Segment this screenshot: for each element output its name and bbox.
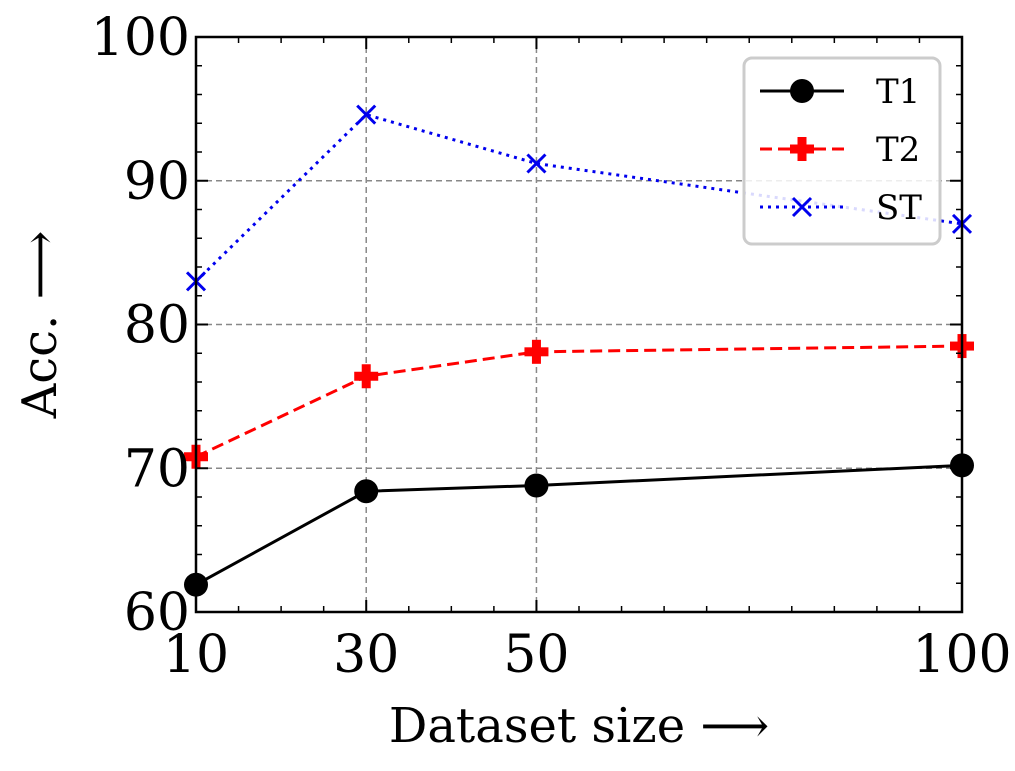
legend-marker-t1: [790, 79, 814, 103]
series-line-t1: [195, 463, 963, 587]
axis-ticks: [195, 36, 963, 613]
data-point-t1-30: [354, 479, 379, 504]
data-point-st-30: [356, 104, 377, 125]
legend-label-t2: T2: [876, 130, 920, 170]
data-point-t2-50: [524, 339, 549, 364]
legend-label-st: ST: [876, 188, 922, 228]
legend-marker-t2: [790, 137, 814, 161]
data-point-st-50: [526, 153, 547, 174]
legend-marker-st: [791, 196, 813, 218]
legend-entry-t1: T1: [760, 72, 920, 112]
x-axis-label: Dataset size ⟶: [389, 698, 769, 754]
series-t1: [184, 453, 974, 597]
series-line-t2: [195, 344, 963, 459]
legend-entry-st: ST: [760, 188, 922, 228]
x-tick-label-10: 10: [163, 625, 229, 685]
tick-labels: 10 30 50 100 60 70 80 90 100: [91, 8, 1012, 685]
data-point-st-30-b: [356, 104, 377, 125]
data-point-st-50-b: [526, 153, 547, 174]
x-tick-label-100: 100: [912, 625, 1011, 685]
y-tick-label-80: 80: [124, 296, 190, 356]
y-tick-label-70: 70: [124, 439, 190, 499]
data-point-t1-50: [524, 473, 549, 498]
data-point-t2-30: [354, 364, 379, 389]
legend-marker-t2-v: [797, 137, 807, 161]
legend: T1 T2 ST: [742, 56, 942, 246]
data-point-t2-50-v: [531, 339, 541, 364]
y-axis-label: Acc. ⟶: [12, 231, 68, 420]
y-tick-label-90: 90: [124, 152, 190, 212]
y-tick-label-100: 100: [91, 8, 190, 68]
data-point-t2-30-v: [361, 364, 371, 389]
legend-entry-t2: T2: [760, 130, 920, 170]
legend-box: [742, 56, 942, 246]
series-t2: [184, 334, 974, 469]
x-tick-label-30: 30: [333, 625, 399, 685]
legend-label-t1: T1: [876, 72, 920, 112]
x-tick-label-50: 50: [503, 625, 569, 685]
y-tick-label-60: 60: [124, 583, 190, 643]
legend-marker-st-b: [791, 196, 813, 218]
